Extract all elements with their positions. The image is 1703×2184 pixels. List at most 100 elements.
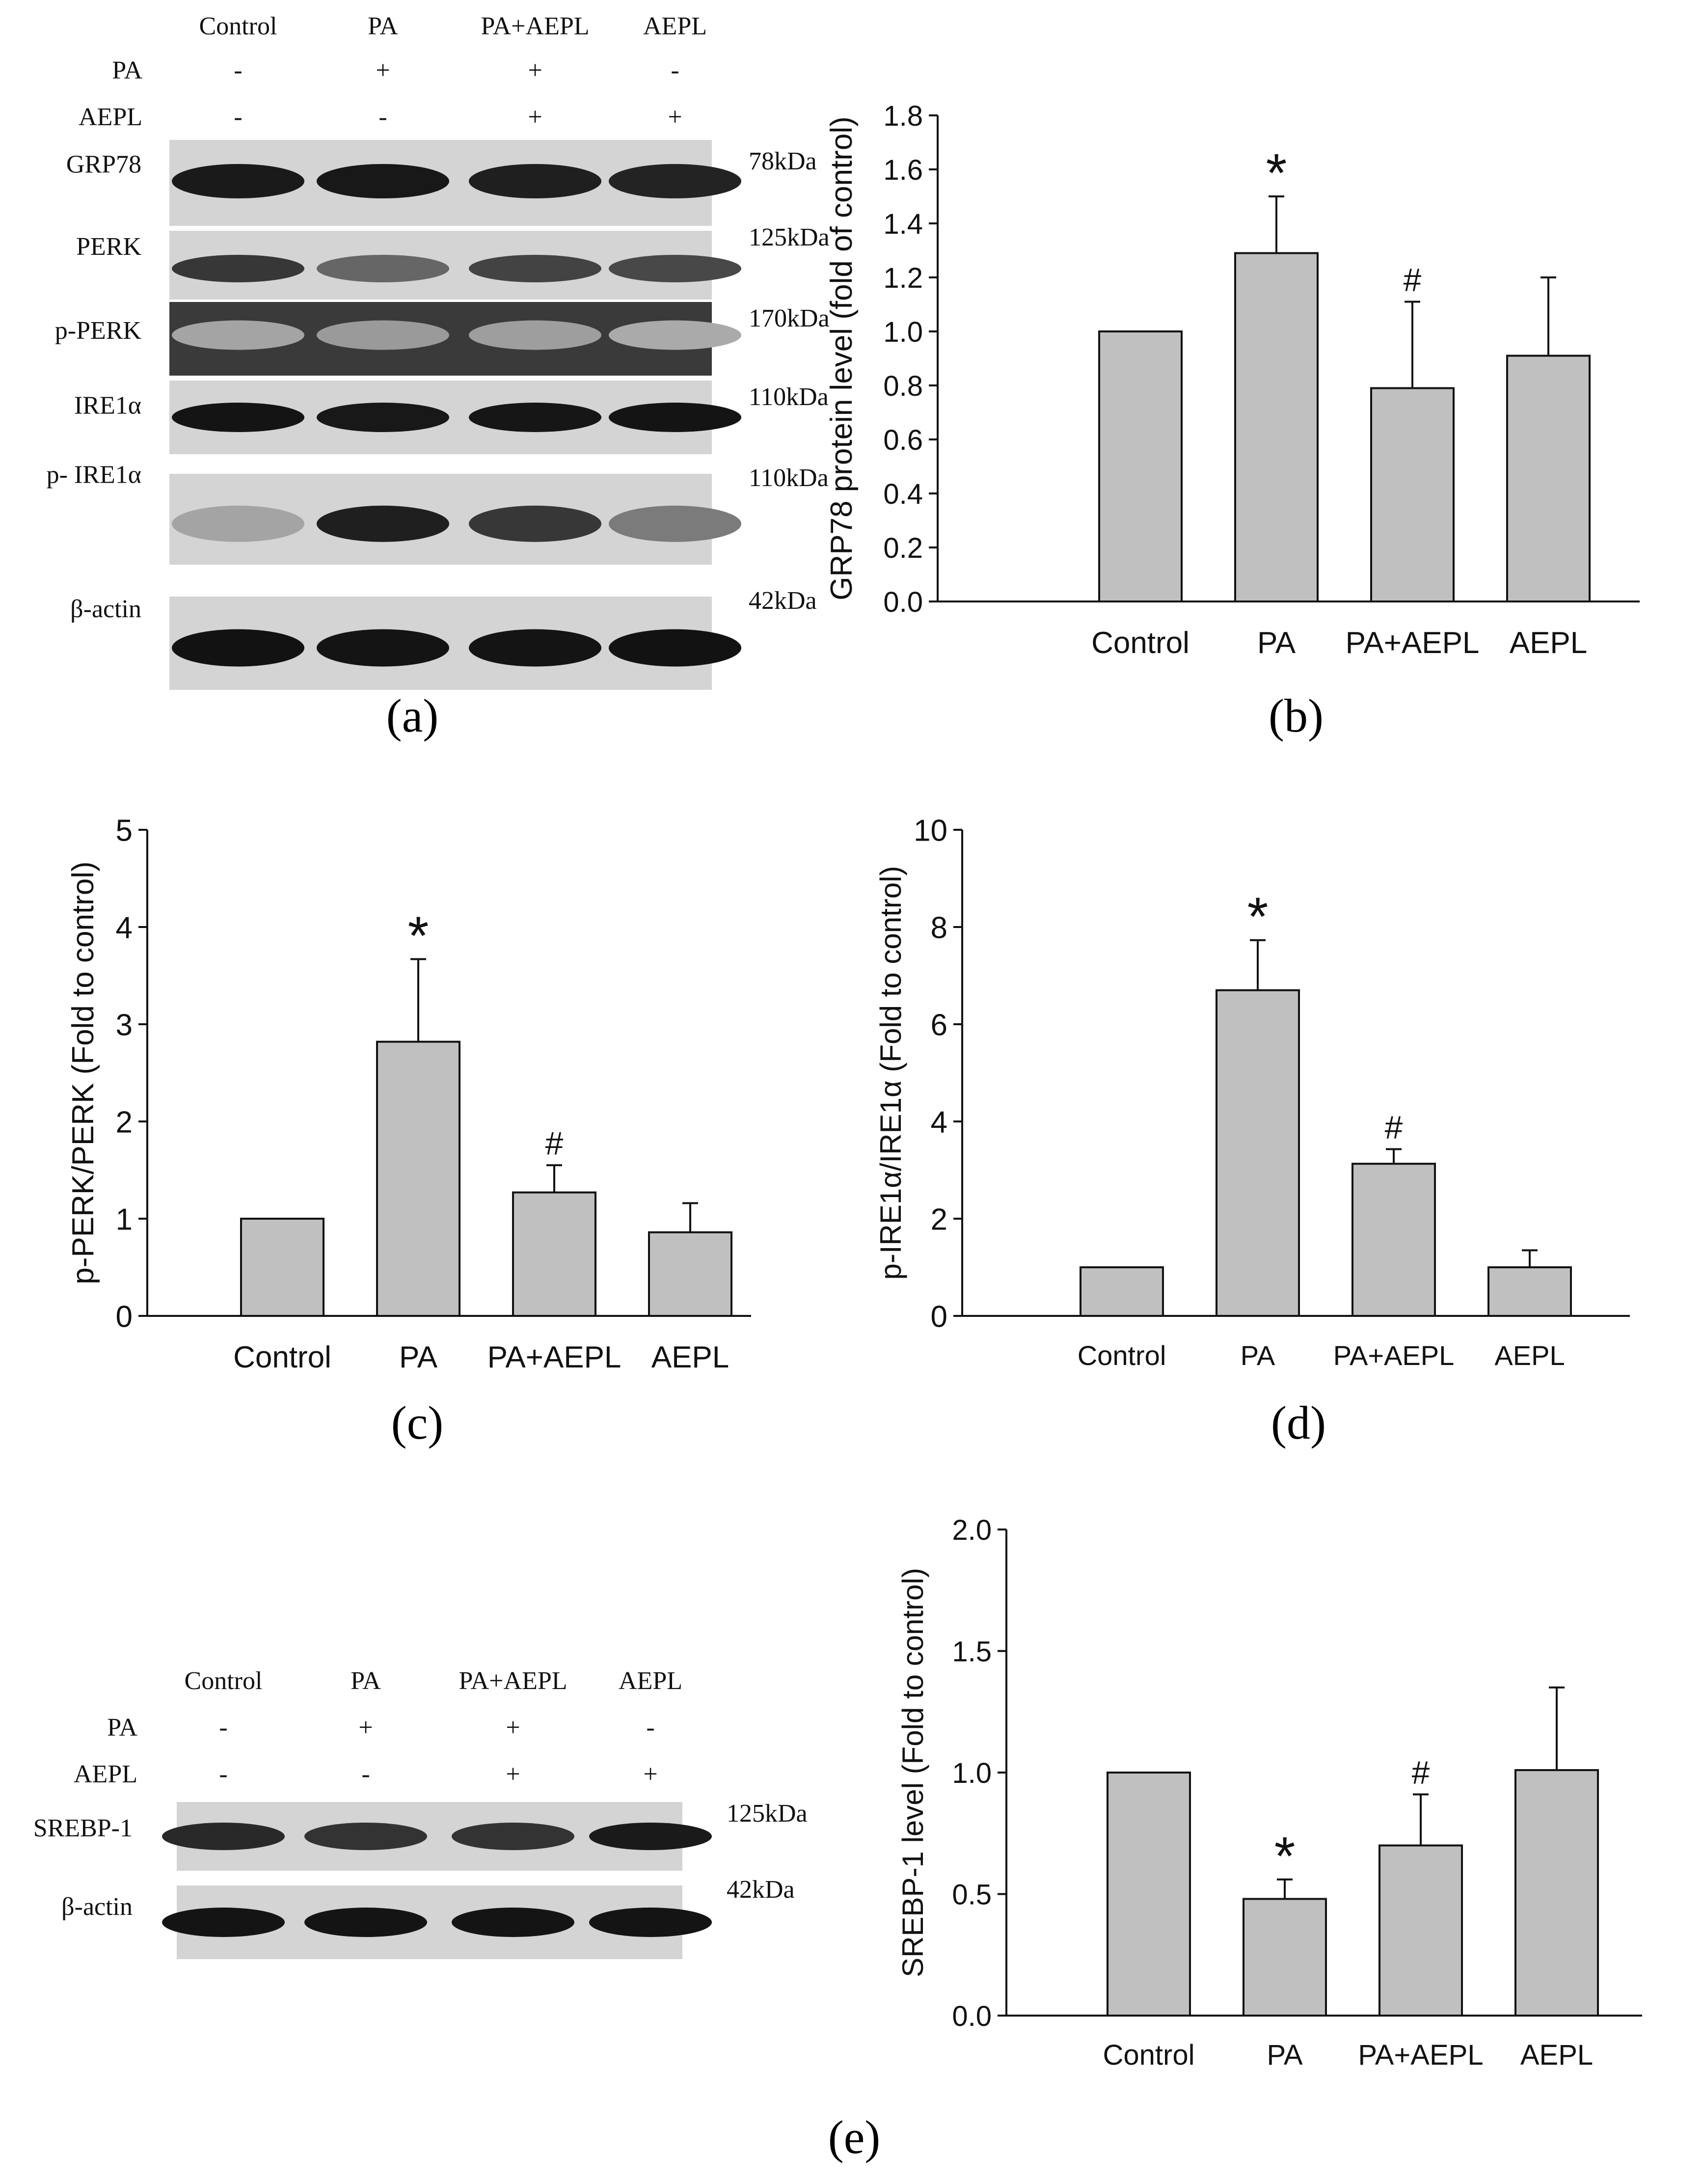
minus-sign: - bbox=[671, 56, 679, 84]
protein-band bbox=[589, 1908, 712, 1937]
y-tick-label: 0 bbox=[931, 1300, 947, 1334]
bar-control bbox=[1080, 1266, 1164, 1317]
panel-label-c: (c) bbox=[391, 1396, 444, 1449]
bar-aepl bbox=[1487, 1266, 1572, 1317]
plus-sign: + bbox=[528, 103, 542, 131]
protein-band bbox=[469, 505, 601, 542]
treatment-label: PA bbox=[112, 56, 142, 84]
protein-band bbox=[469, 403, 601, 432]
y-tick-label: 1.5 bbox=[952, 1636, 992, 1667]
bar-control bbox=[1098, 330, 1183, 602]
protein-label: PERK bbox=[76, 233, 141, 261]
plus-sign: + bbox=[506, 1760, 520, 1788]
treatment-label: AEPL bbox=[79, 103, 142, 131]
y-tick-label: 0.4 bbox=[883, 478, 923, 510]
protein-band bbox=[609, 164, 741, 198]
protein-band bbox=[317, 164, 449, 198]
plus-sign: + bbox=[506, 1714, 520, 1742]
significance-star: * bbox=[408, 905, 429, 966]
panel-label-d: (d) bbox=[1271, 1396, 1326, 1449]
molecular-weight-label: 42kDa bbox=[749, 587, 817, 615]
protein-band bbox=[304, 1823, 427, 1850]
minus-sign: - bbox=[234, 56, 242, 84]
x-tick-label: PA+AEPL bbox=[1333, 1340, 1454, 1371]
plus-sign: + bbox=[668, 103, 682, 131]
protein-label: GRP78 bbox=[66, 151, 141, 179]
plus-sign: + bbox=[358, 1714, 373, 1742]
lane-label: PA bbox=[351, 1667, 381, 1695]
lane-label: PA+AEPL bbox=[459, 1667, 567, 1695]
protein-label: p- IRE1α bbox=[47, 461, 141, 489]
minus-sign: - bbox=[219, 1760, 227, 1788]
minus-sign: - bbox=[219, 1714, 227, 1742]
bar-pa-aepl bbox=[1352, 1163, 1436, 1317]
x-tick-label: Control bbox=[233, 1340, 331, 1374]
protein-band bbox=[172, 505, 304, 542]
y-tick-label: 1.8 bbox=[883, 100, 923, 132]
bar-pa bbox=[1234, 252, 1319, 602]
protein-band bbox=[609, 629, 741, 667]
protein-band bbox=[609, 320, 741, 350]
y-tick-label: 3 bbox=[116, 1008, 133, 1042]
treatment-label: AEPL bbox=[74, 1760, 137, 1788]
panel-label-b: (b) bbox=[1269, 689, 1324, 742]
y-tick-label: 0.0 bbox=[883, 586, 923, 618]
lane-label: PA+AEPL bbox=[481, 12, 589, 40]
western-blot-panel-a: Control PA PA+AEPL AEPL PA - + + - AEPL - - + + GRP78 7… bbox=[47, 12, 830, 690]
y-tick-label: 4 bbox=[116, 911, 133, 945]
bar-aepl bbox=[1514, 1769, 1599, 2017]
y-tick-label: 1.2 bbox=[883, 262, 923, 294]
minus-sign: - bbox=[234, 103, 242, 131]
protein-label: SREBP-1 bbox=[33, 1814, 133, 1842]
x-tick-label: AEPL bbox=[651, 1340, 730, 1374]
plus-sign: + bbox=[376, 56, 390, 84]
protein-band bbox=[469, 629, 601, 667]
protein-band bbox=[452, 1823, 574, 1850]
bar-chart-srebp1: 0.0 0.5 1.0 1.5 2.0 SREBP-1 level (Fold to co… bbox=[896, 1514, 1642, 2071]
x-tick-label: PA bbox=[1241, 1340, 1275, 1371]
significance-star: * bbox=[1247, 887, 1269, 947]
panel-label-e: (e) bbox=[828, 2111, 881, 2163]
lane-label: Control bbox=[199, 12, 277, 40]
protein-band bbox=[162, 1823, 285, 1850]
minus-sign: - bbox=[361, 1760, 370, 1788]
y-tick-label: 0.6 bbox=[883, 424, 923, 456]
lane-label: AEPL bbox=[619, 1667, 682, 1695]
molecular-weight-label: 78kDa bbox=[749, 147, 817, 175]
y-tick-label: 1.0 bbox=[952, 1757, 992, 1789]
protein-label: β-actin bbox=[70, 595, 141, 623]
bar-pa bbox=[1243, 1898, 1327, 2017]
western-blot-panel-e: Control PA PA+AEPL AEPL PA - + + - AEPL - - + + SREBP-… bbox=[33, 1667, 808, 1959]
protein-band bbox=[172, 403, 304, 432]
molecular-weight-label: 125kDa bbox=[749, 223, 830, 251]
protein-band bbox=[172, 629, 304, 667]
molecular-weight-label: 170kDa bbox=[749, 304, 830, 332]
protein-band bbox=[317, 629, 449, 667]
protein-band bbox=[317, 255, 449, 282]
protein-label: p-PERK bbox=[55, 317, 142, 345]
protein-band bbox=[469, 320, 601, 350]
molecular-weight-label: 42kDa bbox=[727, 1876, 795, 1904]
bar-pa-aepl bbox=[1379, 1844, 1463, 2017]
protein-band bbox=[172, 255, 304, 282]
plus-sign: + bbox=[528, 56, 542, 84]
y-tick-label: 2 bbox=[116, 1105, 133, 1139]
treatment-label: PA bbox=[107, 1714, 137, 1742]
x-tick-label: PA bbox=[1257, 626, 1296, 660]
y-tick-label: 4 bbox=[931, 1105, 947, 1139]
lane-label: AEPL bbox=[643, 12, 707, 40]
bar-chart-p-perk: 0 1 2 3 4 5 p-PERK/PERK (Fold to control) Contr… bbox=[66, 814, 751, 1374]
protein-label: IRE1α bbox=[74, 392, 141, 420]
protein-band bbox=[609, 505, 741, 542]
bar-aepl bbox=[648, 1231, 732, 1317]
y-axis-title: SREBP-1 level (Fold to control) bbox=[896, 1568, 929, 1977]
x-tick-label: Control bbox=[1103, 2039, 1195, 2071]
bar-control bbox=[1107, 1772, 1191, 2017]
bar-chart-p-ire1a: 0 2 4 6 8 10p-IRE1α/IRE1α (Fold to control) Co… bbox=[874, 814, 1630, 1371]
x-tick-label: Control bbox=[1091, 626, 1189, 660]
y-tick-label: 1 bbox=[116, 1202, 133, 1236]
significance-star: * bbox=[1274, 1826, 1296, 1886]
y-tick-label: 2 bbox=[931, 1202, 947, 1236]
y-axis-title: p-IRE1α/IRE1α (Fold to control) bbox=[874, 866, 907, 1280]
